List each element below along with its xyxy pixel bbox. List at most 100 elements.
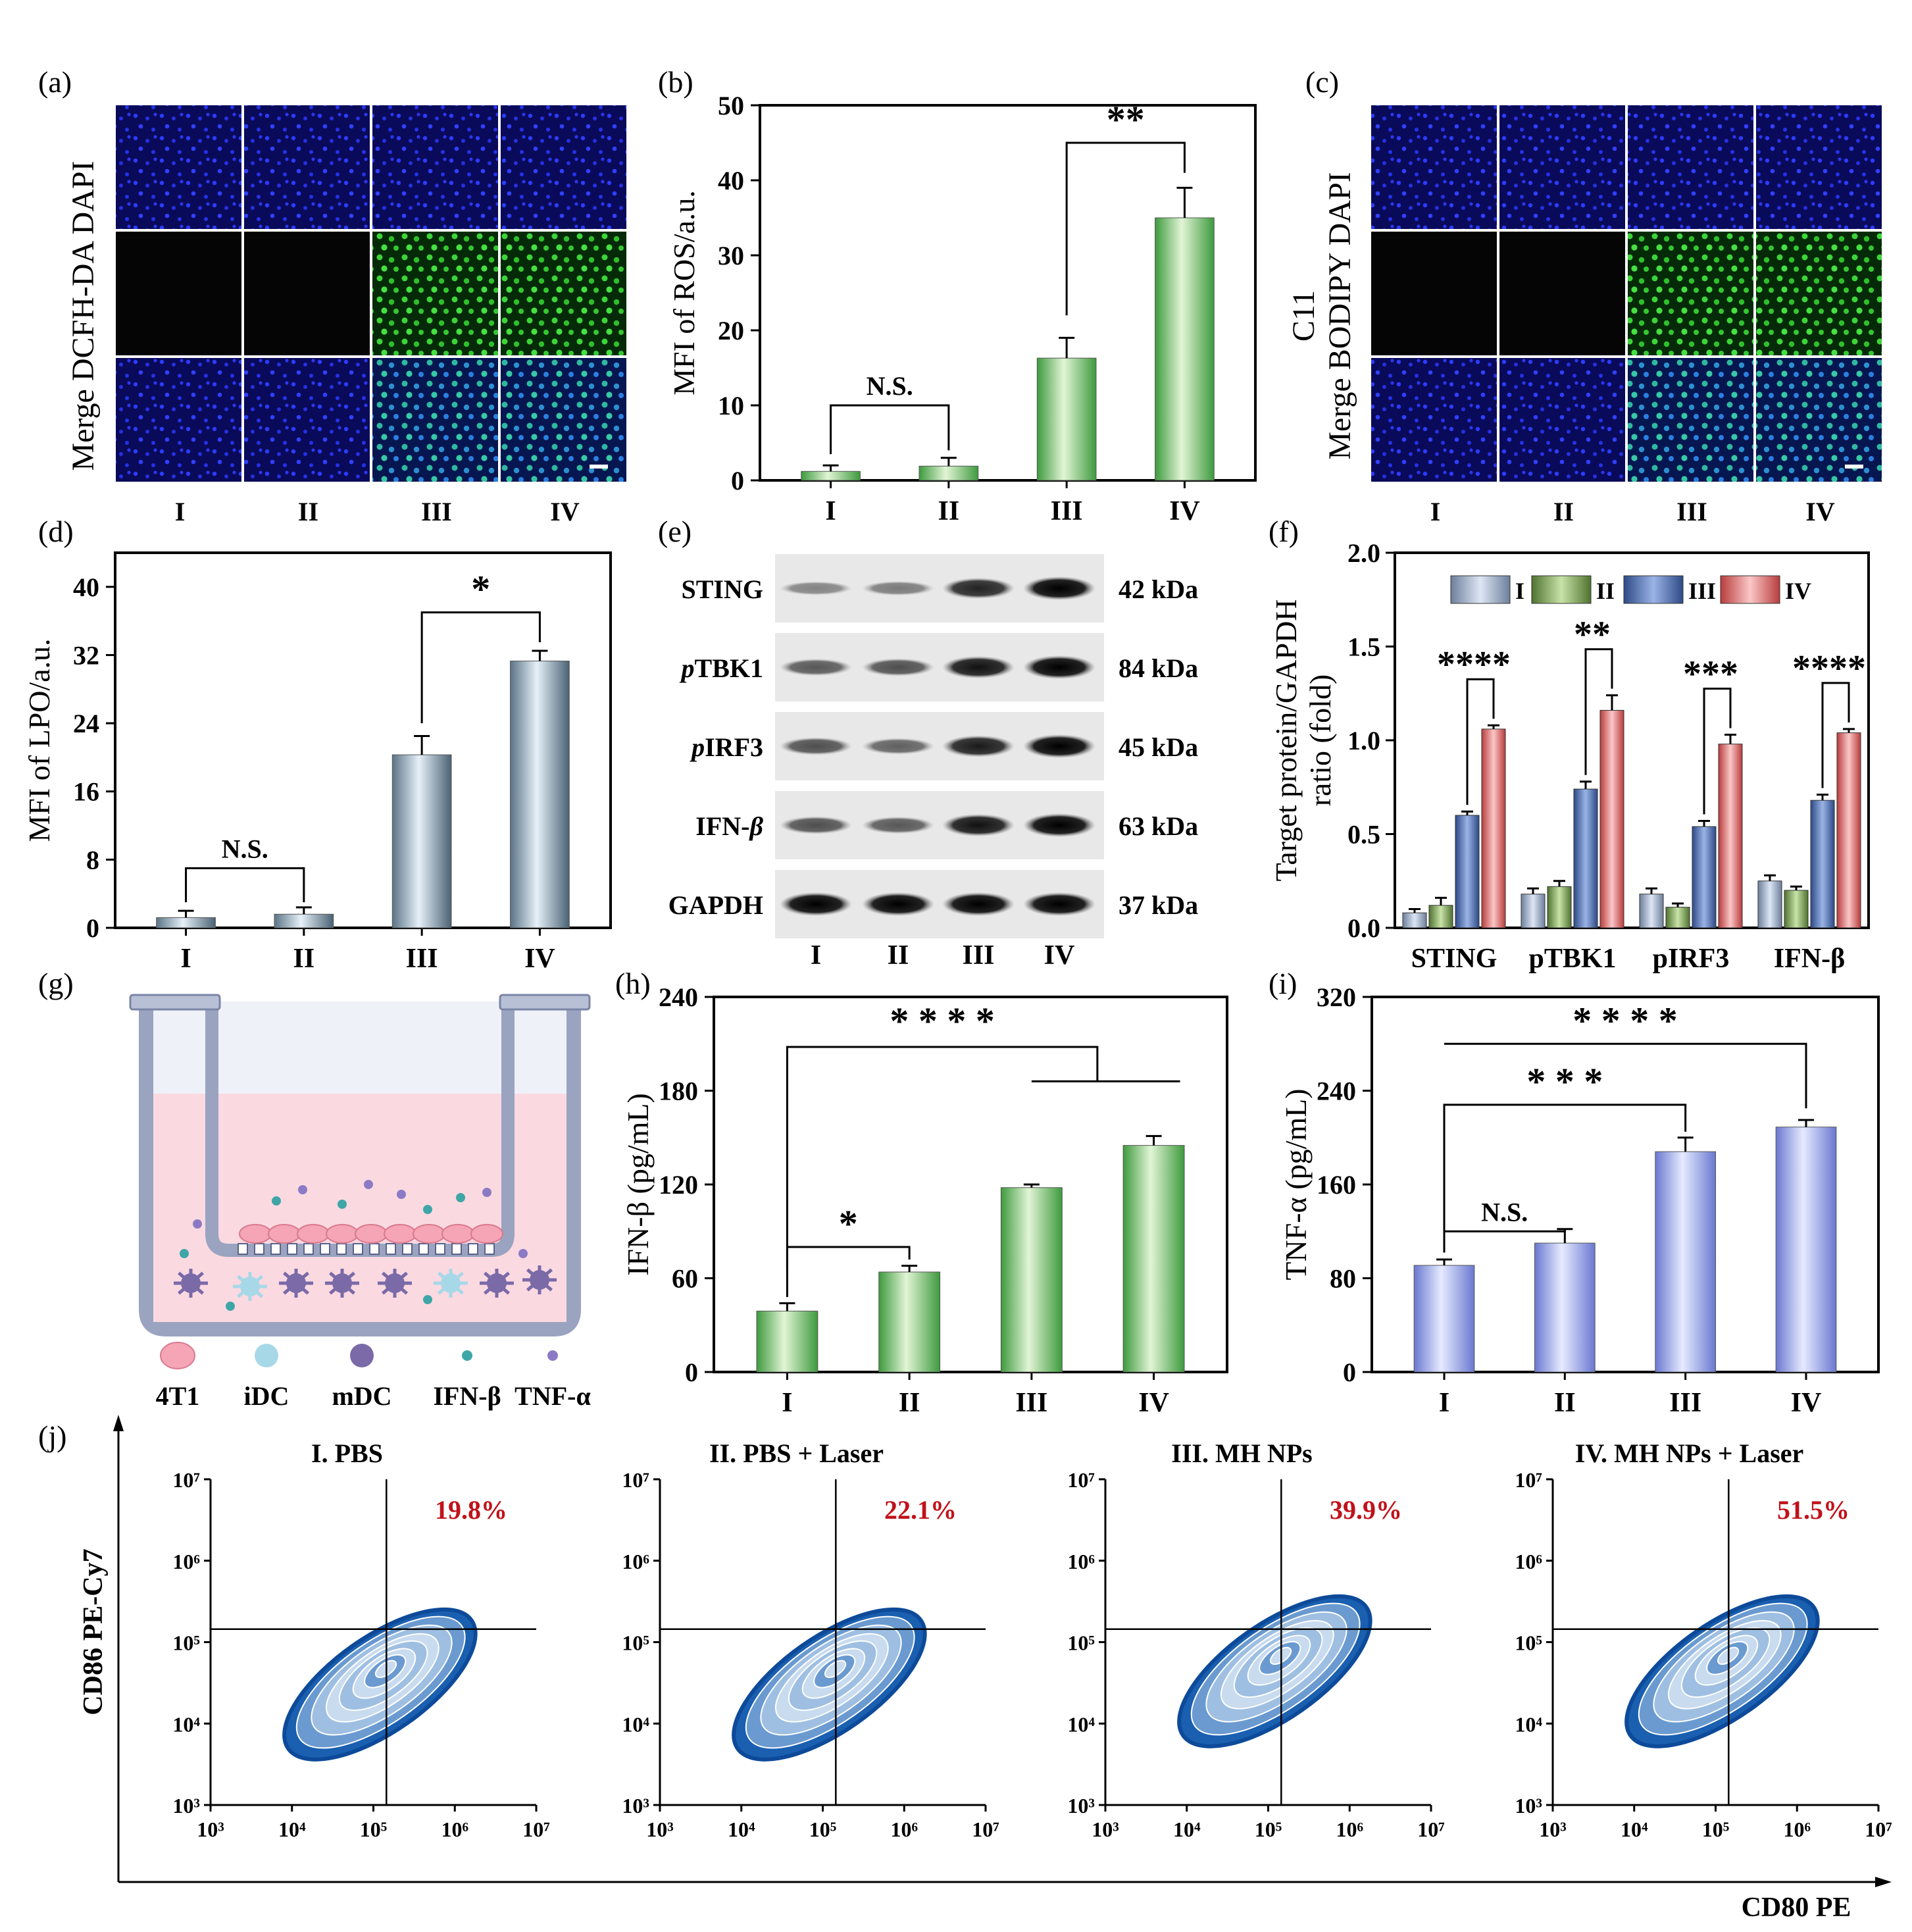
bar-I-pTBK1 [1521, 894, 1546, 928]
dendritic-cell [434, 1269, 468, 1298]
blot-kda: 45 kDa [1119, 732, 1198, 762]
flow-y-tick-label: 10⁷ [622, 1468, 649, 1492]
dc-body [240, 1277, 260, 1296]
micro-a-cell [372, 232, 498, 355]
micro-a-cell [116, 105, 241, 229]
y-tick-label: 30 [718, 241, 744, 270]
micro-a-cell [501, 232, 626, 355]
ylabel-c-line2: Merge BODIPY DAPI [1322, 172, 1357, 459]
x-tick-label: III [1669, 1388, 1701, 1418]
band [862, 892, 934, 916]
micro-c-cell [1499, 358, 1625, 482]
micro-a-cell [501, 358, 626, 482]
x-tick-label: IV [1138, 1388, 1169, 1418]
insert-rim-right [499, 994, 591, 1011]
micro-c-cell [1628, 232, 1753, 355]
x-label-I: I [1430, 497, 1441, 526]
sig-i-3-label: * * * * [1572, 999, 1678, 1042]
micro-a-cell [372, 105, 498, 229]
sig-i-2 [1443, 1104, 1687, 1253]
flow-x-tick-label: 10⁶ [1336, 1818, 1363, 1841]
x-tick-label: III [1015, 1388, 1047, 1418]
micro-c-cell [1756, 358, 1882, 482]
lane-label-III: III [962, 940, 994, 971]
y-axis-label: MFI of ROS/a.u. [667, 190, 701, 395]
membrane-pore [451, 1243, 462, 1255]
grouped-bar-chart-f: 0.0 0.5 1.0 1.5 2.0 Target protein/GAPDHratio… [1269, 538, 1870, 974]
y-axis-label: TNF-α (pg/mL) [1279, 1088, 1313, 1280]
cell-4T1 [268, 1224, 301, 1244]
blot-kda: 42 kDa [1119, 574, 1198, 604]
membrane-pore [484, 1243, 495, 1255]
panel-g-transwell-schematic: (g) 4T1 iDC mDC IFN-β TNF-α [38, 967, 591, 1411]
flow-x-axis-label: CD80 PE [1742, 1893, 1851, 1923]
insert-rim-left [129, 994, 221, 1011]
bar-I [756, 1310, 818, 1373]
flow-y-tick-label: 10⁶ [1515, 1550, 1542, 1573]
blot-kda: 37 kDa [1119, 890, 1198, 920]
bar-III [1036, 357, 1097, 481]
x-tick-label: II [1554, 1388, 1576, 1418]
blot-label-STING: STING [682, 574, 764, 604]
bar-IV-IFN-β [1836, 732, 1861, 928]
flow-x-tick-label: 10⁶ [1783, 1818, 1811, 1841]
sig-d-ns-label: N.S. [222, 834, 268, 863]
micro-a-cell [244, 358, 370, 482]
sig-bracket [1584, 648, 1613, 775]
x-label-II: II [1553, 497, 1574, 526]
bar-IV [1155, 217, 1215, 481]
cytokine-dot [298, 1185, 307, 1194]
legend-icon-IFN [462, 1350, 472, 1361]
membrane-pore [287, 1243, 297, 1255]
outer-well [139, 1000, 581, 1336]
western-blot: STING 42 kDa pTBK1 84 kDa pIRF3 45 kDa IFN-β 63… [668, 554, 1198, 971]
flow-x-tick-label: 10⁷ [1865, 1818, 1892, 1841]
flow-y-tick-label: 10⁷ [172, 1468, 200, 1492]
y-tick-label: 0 [1343, 1358, 1356, 1387]
flow-y-tick-label: 10³ [1067, 1794, 1095, 1818]
cytokine-dot [272, 1196, 281, 1206]
flow-x-tick-label: 10⁴ [1173, 1818, 1201, 1841]
flow-y-tick-label: 10⁵ [622, 1631, 649, 1655]
x-tick-label: II [899, 1388, 920, 1418]
flow-x-tick-label: 10⁵ [1255, 1818, 1282, 1841]
micro-a-cell [501, 105, 626, 229]
micro-c-cell [1499, 105, 1625, 229]
sig-bracket [1703, 687, 1732, 815]
flow-y-tick-label: 10⁶ [1067, 1550, 1095, 1573]
bar-II [878, 1271, 941, 1373]
sig-stars: *** [1683, 653, 1738, 694]
x-label-III: III [421, 497, 452, 526]
panel-a-microscopy: (a) Merge DCFH-DA DAPI I II III IV [38, 65, 626, 526]
microscopy-grid-c [1371, 105, 1882, 482]
panel-label-e: (e) [658, 515, 692, 548]
x-tick-label: pIRF3 [1653, 944, 1730, 974]
membrane-pore [402, 1243, 413, 1255]
blot-kda: 84 kDa [1119, 653, 1198, 683]
legend-label: mDC [332, 1381, 391, 1411]
micro-a-cell [116, 358, 241, 482]
flow-x-tick-label: 10⁴ [278, 1818, 306, 1841]
flow-y-tick-label: 10⁴ [1067, 1712, 1095, 1736]
bar-I-IFN-β [1757, 880, 1782, 928]
x-tick-label: IV [524, 944, 555, 974]
sig-d-1-label: * [471, 568, 490, 611]
dc-body [530, 1270, 549, 1290]
cell-4T1 [297, 1224, 330, 1244]
micro-a-cell [372, 358, 498, 482]
legend-label-III: III [1688, 578, 1716, 604]
x-label-II: II [298, 497, 318, 526]
membrane-pore [336, 1243, 347, 1255]
bar-III-pTBK1 [1573, 788, 1598, 928]
y-tick-label: 16 [73, 777, 99, 807]
x-tick-label: I [1439, 1388, 1449, 1418]
y-tick-label: 60 [672, 1264, 698, 1294]
bar-IV-STING [1481, 728, 1506, 928]
y-tick-label: 0 [685, 1358, 698, 1387]
cell-4T1 [413, 1224, 445, 1244]
quadrant-percent: 51.5% [1777, 1495, 1849, 1525]
x-tick-label: III [406, 944, 438, 974]
flow-y-tick-label: 10⁷ [1067, 1468, 1095, 1492]
